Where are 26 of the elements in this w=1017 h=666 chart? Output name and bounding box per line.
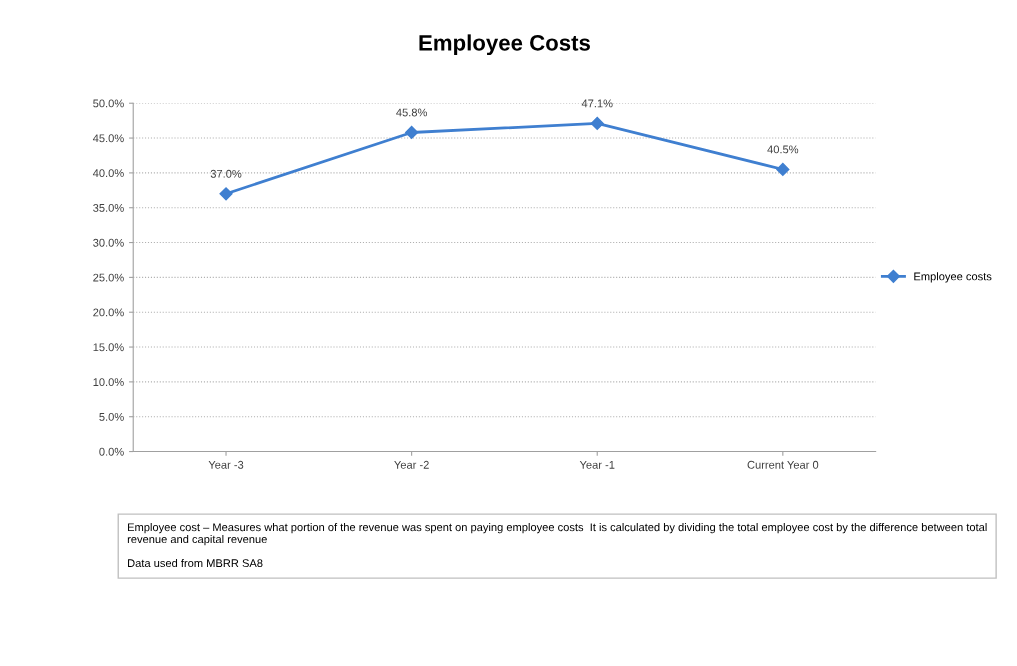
data-label: 45.8%	[396, 108, 427, 117]
y-tick-label: 30.0%	[93, 238, 124, 247]
y-tick-label: 10.0%	[93, 378, 124, 387]
x-tick-label: Current Year 0	[747, 460, 819, 469]
y-tick-label: 5.0%	[99, 412, 124, 421]
legend-label: Employee costs	[914, 272, 992, 283]
data-label: 47.1%	[581, 99, 613, 108]
x-tick-label: Year -2	[394, 460, 429, 469]
point	[219, 187, 233, 201]
y-tick-label: 20.0%	[93, 308, 124, 317]
data-label: 37.0%	[210, 169, 242, 178]
point	[405, 125, 419, 140]
y-tick-label: 25.0%	[93, 273, 124, 282]
point	[776, 162, 790, 176]
x-tick-label: Year -3	[208, 460, 244, 469]
y-tick-label: 40.0%	[92, 169, 124, 178]
y-tick-label: 15.0%	[93, 343, 124, 352]
y-tick-label: 50.0%	[93, 99, 124, 108]
y-tick-label: 35.0%	[93, 203, 124, 212]
chart-title: Employee Costs	[419, 34, 590, 56]
data-label: 40.5%	[767, 145, 799, 154]
x-tick-label: Year -1	[579, 460, 615, 469]
point	[590, 116, 604, 131]
y-tick-label: 0.0%	[99, 447, 124, 456]
text: Employee cost – Measures what portion of the revenue was spent on paying employee costs It is calculated by dividing the total employee cost by the difference between total revenue and capital revenue Data used from MBRR SA8	[127, 522, 987, 568]
y-tick-label: 45.0%	[92, 134, 124, 143]
